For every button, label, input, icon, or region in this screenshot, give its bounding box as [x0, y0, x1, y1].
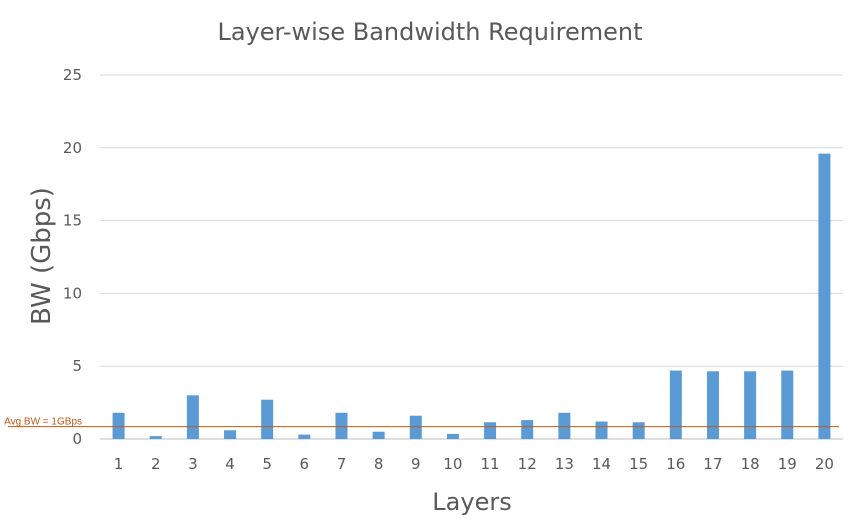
- x-tick-label: 8: [374, 455, 384, 473]
- y-tick-label: 0: [72, 430, 82, 448]
- x-tick-label: 11: [481, 455, 500, 473]
- x-tick-label: 12: [518, 455, 537, 473]
- bar: [632, 422, 645, 439]
- bar: [818, 153, 831, 439]
- x-axis-ticks: 1 2 3 4 5 6 7 8 9 10 11 12 13 14 15 16 17 18 19 20: [114, 455, 834, 473]
- bar: [224, 430, 237, 439]
- x-tick-label: 14: [592, 455, 611, 473]
- y-tick-label: 20: [63, 139, 82, 157]
- y-tick-label: 25: [63, 66, 82, 84]
- bar: [595, 421, 608, 439]
- bar: [261, 399, 274, 439]
- bar: [781, 370, 794, 439]
- x-tick-label: 19: [778, 455, 797, 473]
- bar: [484, 422, 497, 439]
- x-axis-title: Layers: [432, 488, 511, 516]
- x-tick-label: 5: [262, 455, 272, 473]
- bar: [669, 370, 682, 439]
- x-tick-label: 18: [741, 455, 760, 473]
- y-tick-label: 10: [63, 284, 82, 302]
- bar: [112, 412, 125, 439]
- y-tick-label: 15: [63, 212, 82, 230]
- x-tick-label: 10: [443, 455, 462, 473]
- bar: [186, 395, 199, 439]
- chart-title: Layer-wise Bandwidth Requirement: [218, 18, 643, 46]
- x-tick-label: 17: [703, 455, 722, 473]
- bar: [446, 433, 459, 439]
- bar: [298, 434, 311, 439]
- x-tick-label: 2: [151, 455, 161, 473]
- bar: [521, 420, 534, 439]
- x-tick-label: 20: [815, 455, 834, 473]
- bar: [335, 412, 348, 439]
- y-axis-title: BW (Gbps): [27, 187, 57, 325]
- bars: [112, 153, 831, 439]
- x-tick-label: 6: [300, 455, 310, 473]
- average-bandwidth-label: Avg BW = 1GBps: [4, 417, 82, 428]
- bar: [558, 412, 571, 439]
- x-tick-label: 7: [337, 455, 347, 473]
- bar: [706, 371, 719, 439]
- x-tick-label: 4: [225, 455, 235, 473]
- bar: [372, 431, 385, 439]
- x-tick-label: 3: [188, 455, 198, 473]
- x-tick-label: 9: [411, 455, 421, 473]
- bar: [149, 436, 162, 439]
- bar: [744, 371, 757, 439]
- gridlines: [100, 74, 843, 440]
- x-tick-label: 1: [114, 455, 124, 473]
- y-axis-ticks: 0 5 10 15 20 25: [63, 66, 82, 448]
- x-tick-label: 13: [555, 455, 574, 473]
- x-tick-label: 16: [666, 455, 685, 473]
- bar: [409, 415, 422, 439]
- x-tick-label: 15: [629, 455, 648, 473]
- y-tick-label: 5: [72, 357, 82, 375]
